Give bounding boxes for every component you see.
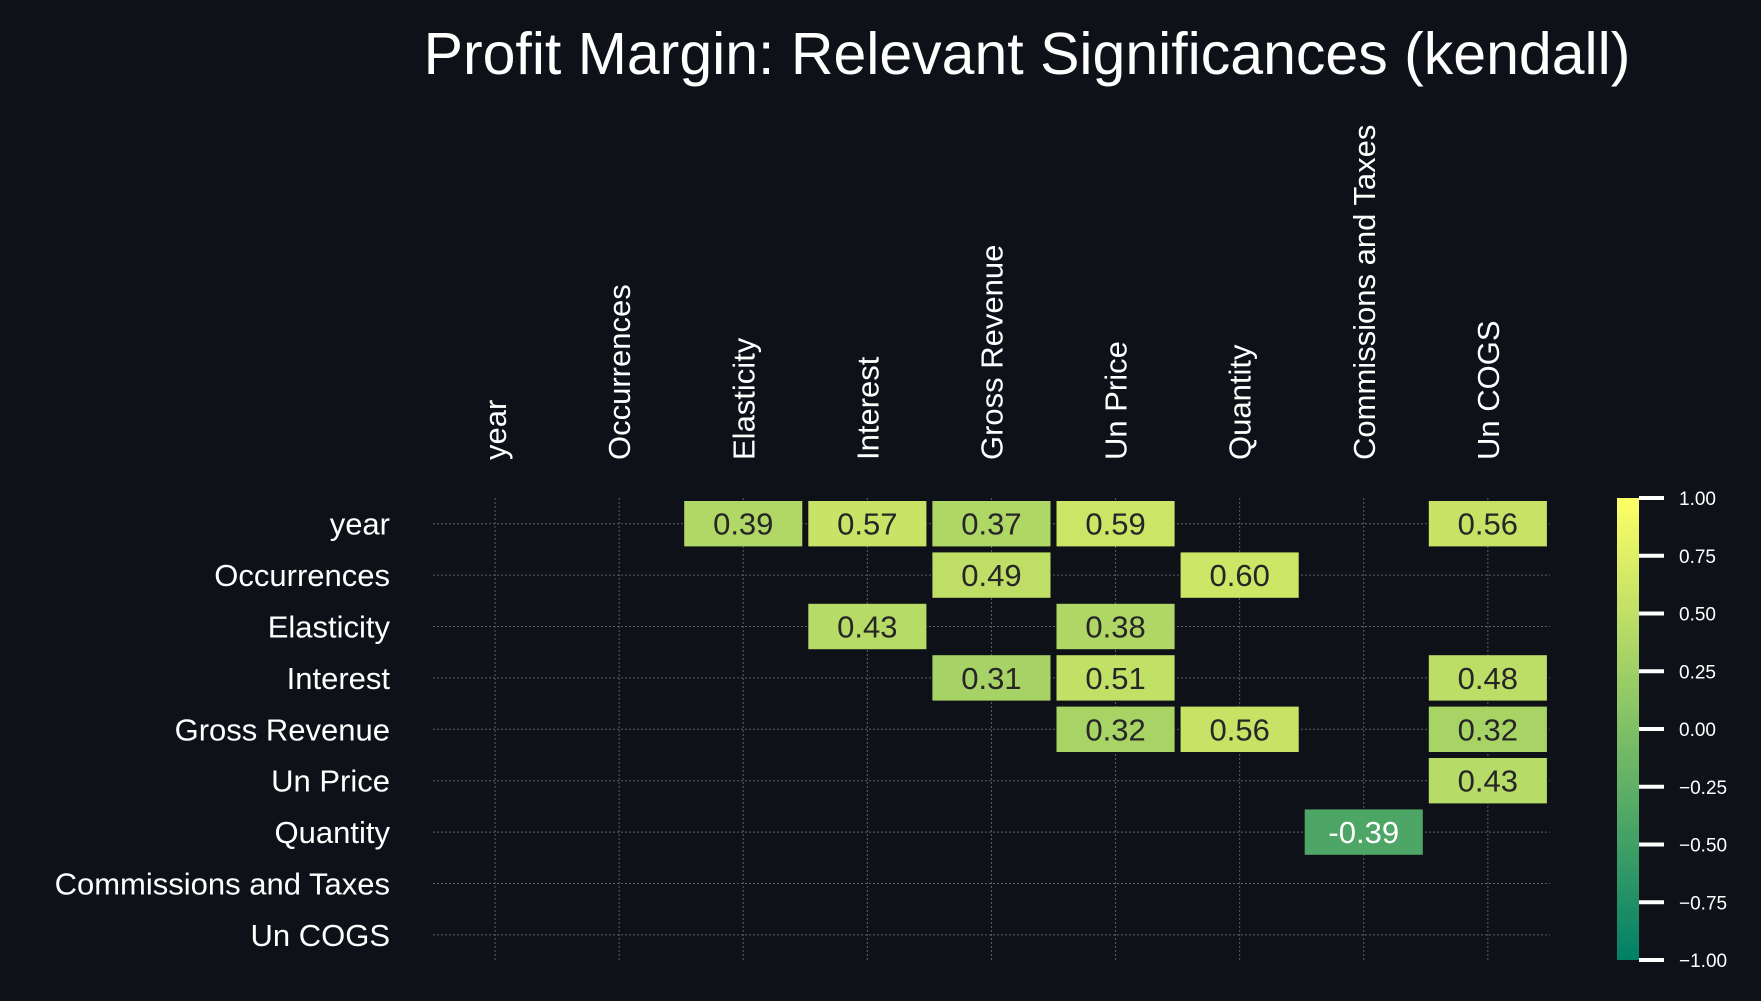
column-label-commissions-and-taxes: Commissions and Taxes — [1347, 125, 1382, 460]
cell-label-occurrences-gross-revenue: 0.49 — [961, 558, 1021, 593]
column-label-year: year — [478, 400, 513, 460]
heatmap-cell-occurrences-quantity — [1180, 552, 1299, 598]
row-label-year: year — [330, 507, 390, 542]
cell-label-year-interest: 0.57 — [837, 507, 897, 542]
cell-label-year-un-cogs: 0.56 — [1458, 507, 1518, 542]
column-label-occurrences: Occurrences — [602, 284, 637, 460]
heatmap-cell-gross-revenue-un-cogs — [1428, 706, 1547, 752]
heatmap-cell-gross-revenue-quantity — [1180, 706, 1299, 752]
heatmap-cell-interest-un-price — [1056, 655, 1175, 701]
cell-label-occurrences-quantity: 0.60 — [1209, 558, 1269, 593]
row-label-occurrences: Occurrences — [214, 558, 390, 593]
row-label-elasticity: Elasticity — [268, 610, 391, 645]
colorbar-tick-label: 1.00 — [1679, 489, 1716, 510]
cell-label-gross-revenue-un-price: 0.32 — [1085, 712, 1145, 747]
column-label-gross-revenue: Gross Revenue — [974, 245, 1009, 460]
cell-label-interest-un-cogs: 0.48 — [1458, 661, 1518, 696]
heatmap-cell-year-gross-revenue — [932, 501, 1051, 547]
colorbar-tick-label: −1.00 — [1679, 951, 1727, 972]
colorbar-tick-label: −0.25 — [1679, 778, 1727, 799]
chart-title: Profit Margin: Relevant Significances (k… — [424, 21, 1631, 87]
heatmap-cell-gross-revenue-un-price — [1056, 706, 1175, 752]
row-label-un-price: Un Price — [271, 764, 390, 799]
heatmap-cell-un-price-un-cogs — [1428, 758, 1547, 804]
column-label-un-cogs: Un COGS — [1471, 320, 1506, 460]
row-labels: year Occurrences Elasticity Interest Gross R… — [55, 507, 391, 953]
colorbar: 1.00 0.75 0.50 0.25 0.00 −0.25 −0.50 −0.75 −1.00 — [1617, 489, 1727, 972]
cell-label-year-elasticity: 0.39 — [713, 507, 773, 542]
colorbar-tick-label: 0.50 — [1679, 605, 1716, 626]
heatmap-cell-elasticity-interest — [808, 603, 927, 650]
colorbar-tick-label: 0.75 — [1679, 547, 1716, 568]
row-label-interest: Interest — [287, 661, 391, 696]
cells-layer: 0.39 0.57 0.37 0.59 0.56 0.49 0.60 0.43 0.38 0.31… — [684, 501, 1547, 855]
row-label-commissions-and-taxes: Commissions and Taxes — [55, 867, 390, 902]
cell-label-quantity-commissions-and-taxes: -0.39 — [1328, 815, 1399, 850]
heatmap-cell-quantity-commissions-and-taxes — [1304, 809, 1423, 855]
cell-label-year-gross-revenue: 0.37 — [961, 507, 1021, 542]
colorbar-gradient — [1617, 498, 1639, 960]
column-labels: year Occurrences Elasticity Interest Gross R… — [478, 125, 1506, 460]
cell-label-un-price-un-cogs: 0.43 — [1458, 764, 1518, 799]
colorbar-tick-label: 0.25 — [1679, 662, 1716, 683]
heatmap-cell-occurrences-gross-revenue — [932, 552, 1051, 598]
cell-label-gross-revenue-quantity: 0.56 — [1209, 712, 1269, 747]
heatmap-cell-year-interest — [808, 501, 927, 547]
column-label-un-price: Un Price — [1099, 341, 1134, 460]
cell-label-elasticity-interest: 0.43 — [837, 610, 897, 645]
cell-label-interest-un-price: 0.51 — [1085, 661, 1145, 696]
row-label-un-cogs: Un COGS — [250, 918, 390, 953]
cell-label-gross-revenue-un-cogs: 0.32 — [1458, 712, 1518, 747]
heatmap-cell-year-un-price — [1056, 501, 1175, 547]
cell-label-elasticity-un-price: 0.38 — [1085, 610, 1145, 645]
colorbar-tick-label: −0.50 — [1679, 836, 1727, 857]
cell-label-interest-gross-revenue: 0.31 — [961, 661, 1021, 696]
column-label-interest: Interest — [850, 356, 885, 460]
row-label-gross-revenue: Gross Revenue — [175, 712, 390, 747]
colorbar-tick-label: −0.75 — [1679, 893, 1727, 914]
column-label-quantity: Quantity — [1223, 344, 1258, 460]
colorbar-tick-label: 0.00 — [1679, 720, 1716, 741]
heatmap-cell-interest-gross-revenue — [932, 655, 1051, 701]
column-label-elasticity: Elasticity — [726, 337, 761, 460]
heatmap-cell-interest-un-cogs — [1428, 655, 1547, 701]
cell-label-year-un-price: 0.59 — [1085, 507, 1145, 542]
colorbar-ticks: 1.00 0.75 0.50 0.25 0.00 −0.25 −0.50 −0.75 −1.00 — [1639, 489, 1727, 972]
heatmap-cell-elasticity-un-price — [1056, 603, 1175, 650]
heatmap-cell-year-elasticity — [684, 501, 803, 547]
heatmap-cell-year-un-cogs — [1428, 501, 1547, 547]
row-label-quantity: Quantity — [275, 815, 391, 850]
